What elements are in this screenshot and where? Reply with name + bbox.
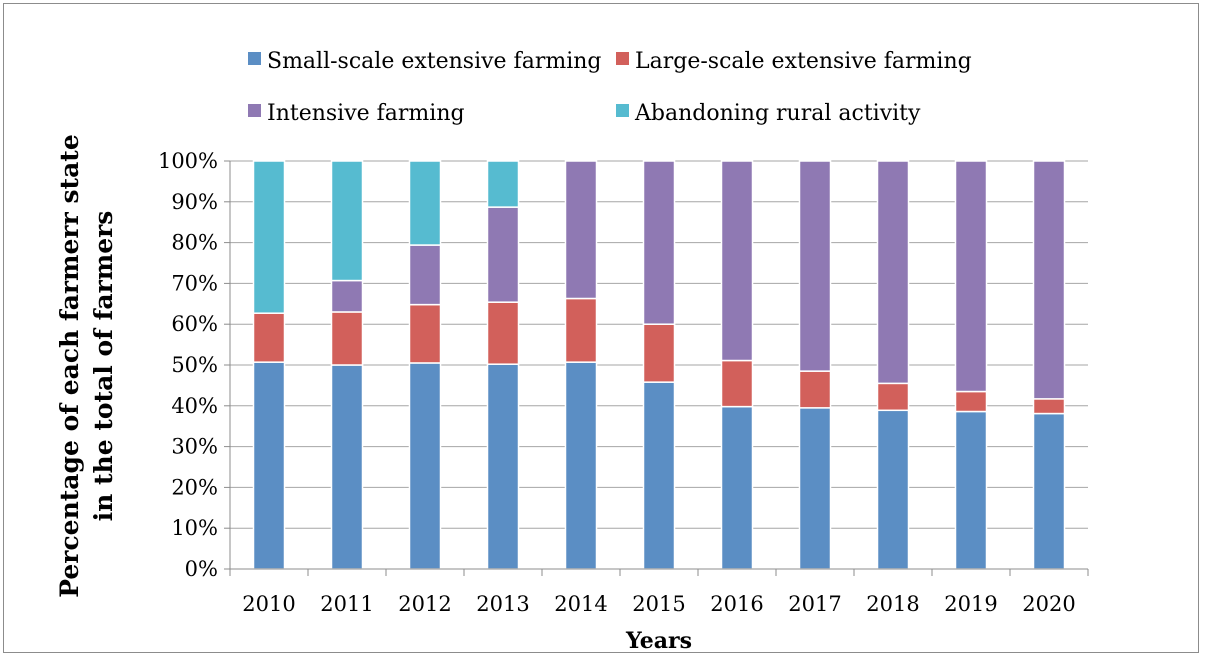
bar-segment — [798, 370, 832, 409]
bar-segment — [408, 303, 442, 364]
bar-segment — [720, 405, 754, 570]
bar-segment — [954, 160, 988, 393]
y-axis-title: Percentage of each farmerr state in the … — [55, 134, 118, 598]
bar-segment — [252, 160, 286, 314]
bar-segment — [720, 160, 754, 362]
x-tick-label: 2012 — [398, 592, 451, 616]
bar-segment — [252, 361, 286, 570]
x-axis-title: Years — [625, 628, 692, 654]
bar-segment — [642, 160, 676, 325]
y-tick-label: 60% — [171, 312, 218, 336]
bar-segment — [564, 297, 598, 363]
bar-segment — [642, 381, 676, 570]
x-tick-label: 2010 — [242, 592, 295, 616]
bar-segment — [252, 312, 286, 363]
x-tick-label: 2015 — [632, 592, 685, 616]
x-tick-label: 2018 — [866, 592, 919, 616]
bar-segment — [876, 382, 910, 412]
bars — [252, 160, 1066, 570]
y-tick-label: 10% — [171, 516, 218, 540]
bar-segment — [486, 363, 520, 570]
bar-segment — [486, 206, 520, 303]
y-tick-label: 20% — [171, 475, 218, 499]
x-tick-label: 2017 — [788, 592, 841, 616]
bar-segment — [954, 410, 988, 570]
bar-segment — [408, 160, 442, 246]
bar-segment — [876, 409, 910, 570]
y-axis-title-line-1: Percentage of each farmerr state — [55, 134, 84, 598]
bar-segment — [330, 160, 364, 282]
y-tick-label: 40% — [171, 394, 218, 418]
legend-label: Abandoning rural activity — [634, 101, 921, 126]
y-tick-label: 90% — [171, 190, 218, 214]
bar-segment — [564, 361, 598, 570]
x-tick-label: 2014 — [554, 592, 607, 616]
legend-swatch — [616, 104, 629, 117]
x-tick-label: 2011 — [320, 592, 373, 616]
x-tick-label: 2016 — [710, 592, 763, 616]
legend-label: Small-scale extensive farming — [267, 49, 601, 74]
bar-segment — [486, 301, 520, 365]
bar-segment — [876, 160, 910, 385]
bar-segment — [564, 160, 598, 300]
bar-segment — [798, 407, 832, 570]
x-tick-label: 2019 — [944, 592, 997, 616]
bar-segment — [1032, 398, 1066, 415]
axes: 0% 10% 20% 30% 40% 50% 60% 70% 80% 90% 100% 2010 201… — [158, 149, 1089, 616]
y-tick-label: 0% — [185, 557, 218, 581]
bar-segment — [408, 362, 442, 570]
bar-segment — [720, 359, 754, 408]
bar-segment — [954, 390, 988, 413]
y-axis-title-line-2: in the total of farmers — [89, 211, 118, 522]
bar-segment — [408, 244, 442, 306]
y-tick-label: 50% — [171, 353, 218, 377]
y-tick-label: 70% — [171, 271, 218, 295]
bar-segment — [330, 364, 364, 570]
x-tick-label: 2013 — [476, 592, 529, 616]
legend-swatch — [616, 52, 629, 65]
y-tick-label: 30% — [171, 435, 218, 459]
bar-segment — [642, 323, 676, 383]
legend-swatch — [248, 104, 261, 117]
x-tick-label: 2020 — [1022, 592, 1075, 616]
legend-label: Large-scale extensive farming — [635, 49, 972, 74]
legend-label: Intensive farming — [267, 101, 465, 126]
bar-segment — [486, 160, 520, 208]
bar-segment — [330, 311, 364, 366]
legend-swatch — [248, 52, 261, 65]
bar-segment — [330, 279, 364, 313]
bar-segment — [1032, 412, 1066, 570]
chart-frame — [3, 3, 1199, 653]
legend: Small-scale extensive farming Large-scale… — [248, 49, 972, 126]
y-tick-label: 100% — [158, 149, 218, 173]
y-tick-label: 80% — [171, 231, 218, 255]
bar-segment — [798, 160, 832, 372]
bar-segment — [1032, 160, 1066, 400]
